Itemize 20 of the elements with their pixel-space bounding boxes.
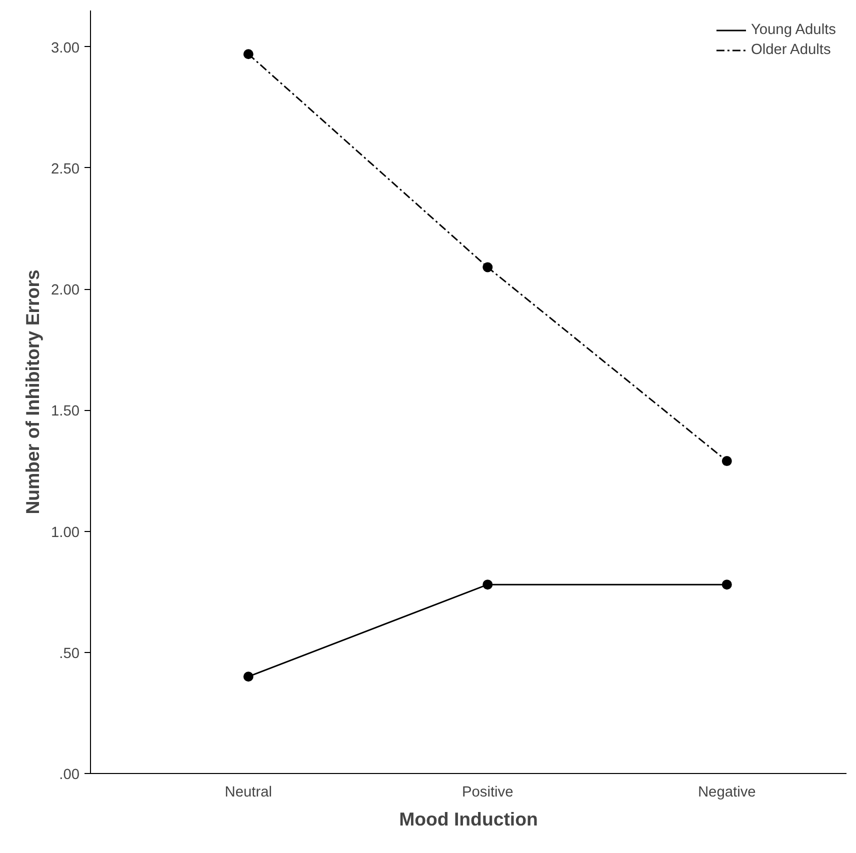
y-axis-title: Number of Inhibitory Errors xyxy=(22,270,43,514)
legend-label: Older Adults xyxy=(750,42,831,58)
x-tick-label: Positive xyxy=(462,784,514,800)
y-tick-label: .00 xyxy=(59,767,80,783)
x-tick-label: Neutral xyxy=(224,784,272,800)
point xyxy=(243,672,254,682)
point xyxy=(482,262,493,272)
point xyxy=(482,580,493,590)
x-tick-label: Negative xyxy=(698,784,756,800)
y-tick-label: 3.00 xyxy=(50,40,80,56)
y-tick-label: 2.50 xyxy=(50,161,80,178)
y-tick-label: .50 xyxy=(59,646,80,662)
point xyxy=(722,456,732,466)
y-tick-label: 1.50 xyxy=(50,404,80,420)
point xyxy=(243,49,254,60)
legend-label: Young Adults xyxy=(750,22,836,38)
y-tick-label: 2.00 xyxy=(50,282,80,299)
y-tick-label: 1.00 xyxy=(50,524,80,541)
point xyxy=(722,580,732,590)
x-axis-title: Mood Induction xyxy=(399,808,538,830)
